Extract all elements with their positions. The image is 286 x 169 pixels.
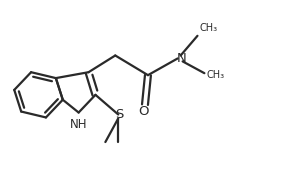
Text: CH₃: CH₃ [206,70,225,80]
Text: O: O [139,105,149,118]
Text: S: S [115,108,124,121]
Text: CH₃: CH₃ [199,23,218,33]
Text: N: N [177,52,186,65]
Text: NH: NH [70,118,88,131]
